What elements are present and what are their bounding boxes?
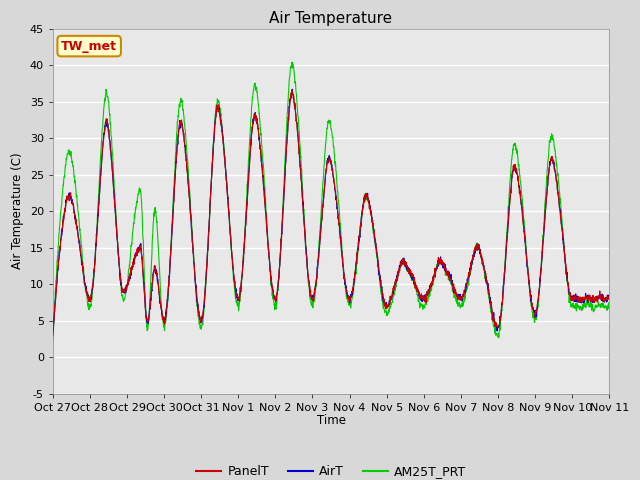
Title: Air Temperature: Air Temperature [269,11,392,26]
Text: TW_met: TW_met [61,40,117,53]
Legend: PanelT, AirT, AM25T_PRT: PanelT, AirT, AM25T_PRT [191,460,471,480]
X-axis label: Time: Time [317,414,346,427]
Y-axis label: Air Temperature (C): Air Temperature (C) [11,153,24,269]
